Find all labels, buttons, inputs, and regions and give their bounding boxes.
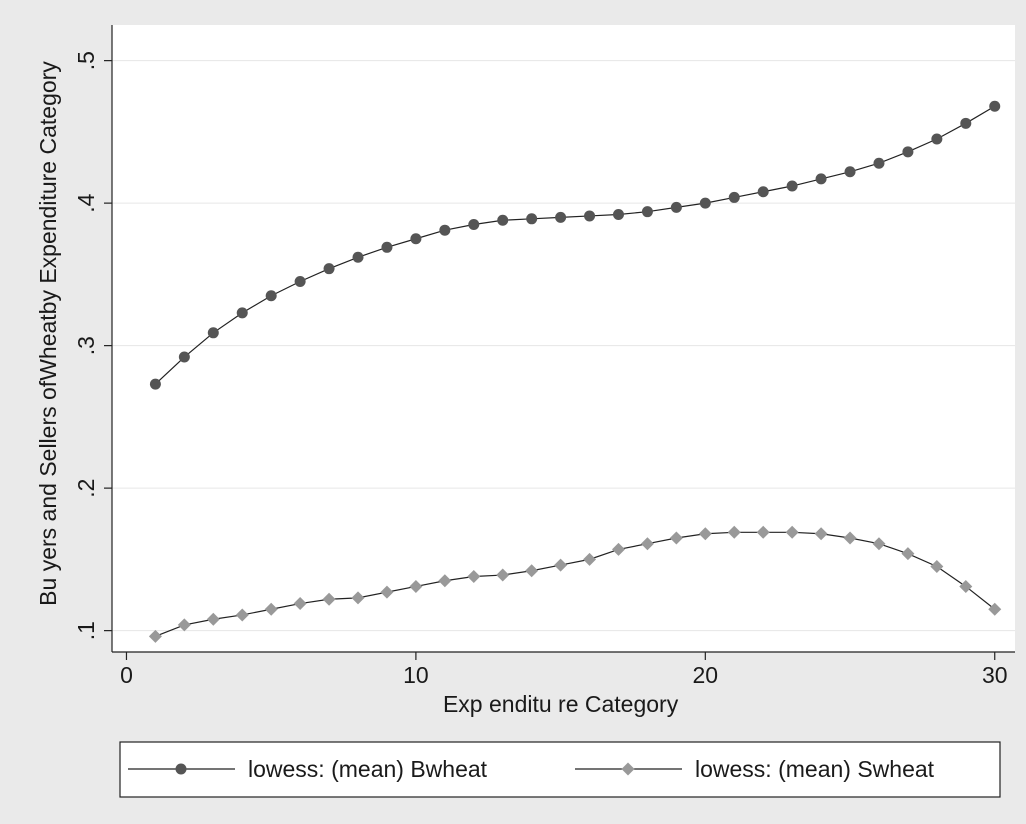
x-tick-label: 20 (693, 662, 719, 688)
legend: lowess: (mean) Bwheat lowess: (mean) Swhe… (119, 741, 1001, 798)
data-point (641, 206, 653, 218)
data-point (815, 173, 827, 185)
data-point (236, 307, 248, 319)
data-point (611, 542, 625, 556)
data-point (265, 290, 277, 302)
data-point (409, 579, 423, 593)
data-point (439, 224, 451, 236)
y-tick-label: .2 (73, 479, 99, 498)
y-tick-label: .5 (73, 51, 99, 70)
data-point (207, 327, 219, 339)
data-point (351, 591, 365, 605)
series-2 (148, 525, 1002, 643)
legend-marker (621, 762, 635, 776)
data-point (931, 133, 943, 145)
data-point (640, 537, 654, 551)
data-point (669, 531, 683, 545)
x-tick-label: 30 (982, 662, 1008, 688)
legend-label: lowess: (mean) Swheat (695, 756, 935, 782)
data-point (496, 568, 510, 582)
data-point (497, 214, 509, 226)
legend-marker (175, 763, 187, 775)
data-point (554, 558, 568, 572)
legend-item: lowess: (mean) Bwheat (128, 756, 488, 782)
series-1 (149, 100, 1001, 390)
plot-area (112, 25, 1015, 652)
data-point (989, 100, 1001, 112)
data-point (930, 560, 944, 573)
x-tick-label: 0 (120, 662, 133, 688)
data-point (525, 564, 539, 578)
data-point (959, 579, 973, 593)
data-point (467, 569, 481, 583)
data-point (177, 618, 191, 632)
data-point (380, 585, 394, 599)
data-point (785, 525, 799, 539)
data-point (323, 263, 335, 275)
data-point (872, 537, 886, 551)
data-point (757, 186, 769, 198)
data-point (756, 525, 770, 539)
data-point (901, 547, 915, 561)
data-point (670, 201, 682, 213)
data-point (873, 157, 885, 169)
data-point (322, 592, 336, 606)
y-tick-label: .3 (73, 336, 99, 355)
data-point (468, 219, 480, 230)
data-point (698, 527, 712, 541)
data-point (583, 552, 597, 566)
y-tick-label: .1 (73, 621, 99, 640)
x-axis-title: Exp enditu re Category (443, 691, 679, 717)
data-point (438, 574, 452, 588)
data-point (814, 527, 828, 541)
data-point (178, 351, 190, 363)
data-point (526, 213, 538, 225)
legend-label: lowess: (mean) Bwheat (248, 756, 488, 782)
data-point (381, 241, 393, 253)
series-group (148, 100, 1002, 643)
legend-box (119, 741, 1001, 798)
data-point (728, 191, 740, 203)
data-point (410, 233, 422, 245)
data-point (727, 525, 741, 539)
data-point (584, 210, 596, 222)
data-point (699, 197, 711, 209)
y-axis-title: Bu yers and Sellers ofWheatby Expenditur… (35, 61, 61, 606)
data-point (293, 597, 307, 611)
data-point (235, 608, 249, 622)
x-tick-label: 10 (403, 662, 429, 688)
data-point (264, 602, 278, 616)
data-point (149, 378, 161, 390)
data-point (988, 602, 1002, 616)
legend-item: lowess: (mean) Swheat (575, 756, 935, 782)
data-point (294, 276, 306, 287)
data-point (843, 531, 857, 545)
axes: .1 .2 .3 .4 .5 0 10 20 30 (73, 25, 1015, 688)
gridlines (112, 60, 1015, 632)
data-point (844, 166, 856, 178)
data-point (555, 211, 567, 223)
y-tick-label: .4 (73, 193, 99, 212)
data-point (960, 117, 972, 129)
data-point (612, 209, 624, 221)
data-point (206, 612, 220, 626)
data-point (902, 146, 914, 158)
data-point (352, 251, 364, 263)
data-point (148, 629, 162, 643)
data-point (786, 180, 798, 192)
